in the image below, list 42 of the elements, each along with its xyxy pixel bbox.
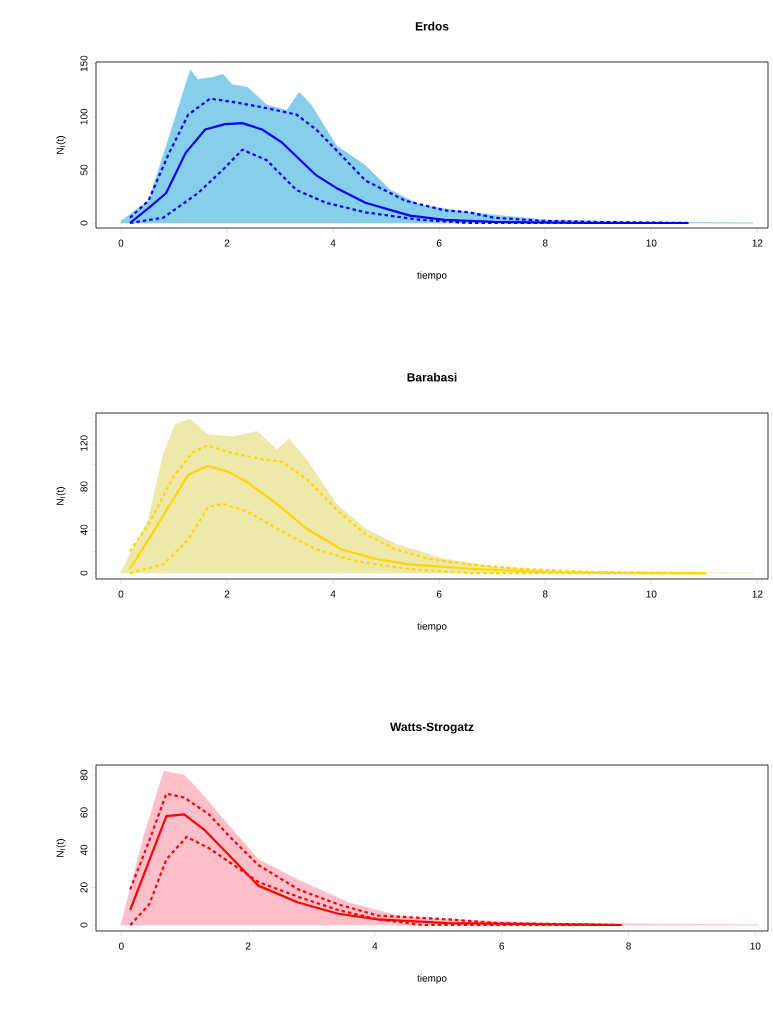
x-tick-label: 8 <box>542 239 548 247</box>
x-axis-title: tiempo <box>417 271 447 281</box>
y-tick-label: 0 <box>80 922 88 928</box>
x-tick-label: 6 <box>436 590 442 598</box>
x-tick-label: 10 <box>646 239 657 247</box>
x-tick-label: 2 <box>224 590 230 598</box>
y-tick-label: 0 <box>80 220 88 226</box>
y-tick-label: 40 <box>80 844 88 856</box>
y-tick-label: 100 <box>80 108 88 125</box>
x-tick-label: 6 <box>436 239 442 247</box>
x-tick-label: 4 <box>330 239 336 247</box>
x-tick-label: 0 <box>118 590 124 598</box>
x-axis-title: tiempo <box>417 974 447 984</box>
x-tick-label: 6 <box>499 942 505 950</box>
x-tick-label: 8 <box>626 942 631 950</box>
x-tick-label: 12 <box>752 590 763 598</box>
x-tick-label: 2 <box>245 942 251 950</box>
y-axis-title: N$_{I}$(t) <box>56 136 66 154</box>
x-tick-label: 4 <box>330 590 336 598</box>
x-tick-label: 0 <box>118 942 124 950</box>
y-axis-title: N$_{I}$(t) <box>56 487 66 505</box>
x-tick-label: 10 <box>646 590 657 598</box>
y-tick-label: 150 <box>80 55 88 72</box>
y-tick-label: 50 <box>80 164 88 175</box>
y-tick-label: 120 <box>80 435 88 451</box>
y-axis-title: N$_{I}$(t) <box>56 839 66 857</box>
y-tick-label: 20 <box>80 882 88 893</box>
x-axis-title: tiempo <box>417 622 447 632</box>
x-tick-label: 12 <box>752 239 763 247</box>
chart-title: Watts-Strogatz <box>390 722 474 734</box>
x-tick-label: 10 <box>750 942 761 950</box>
y-tick-label: 80 <box>80 481 88 492</box>
y-tick-label: 60 <box>80 807 88 818</box>
y-tick-label: 0 <box>80 570 88 576</box>
chart-title: Erdos <box>415 21 449 31</box>
x-tick-label: 2 <box>224 239 230 247</box>
x-tick-label: 4 <box>372 942 378 950</box>
y-tick-label: 80 <box>80 769 88 781</box>
y-tick-label: 40 <box>80 524 88 536</box>
x-tick-label: 8 <box>542 590 548 598</box>
chart-title: Barabasi <box>407 372 457 382</box>
x-tick-label: 0 <box>118 239 124 247</box>
